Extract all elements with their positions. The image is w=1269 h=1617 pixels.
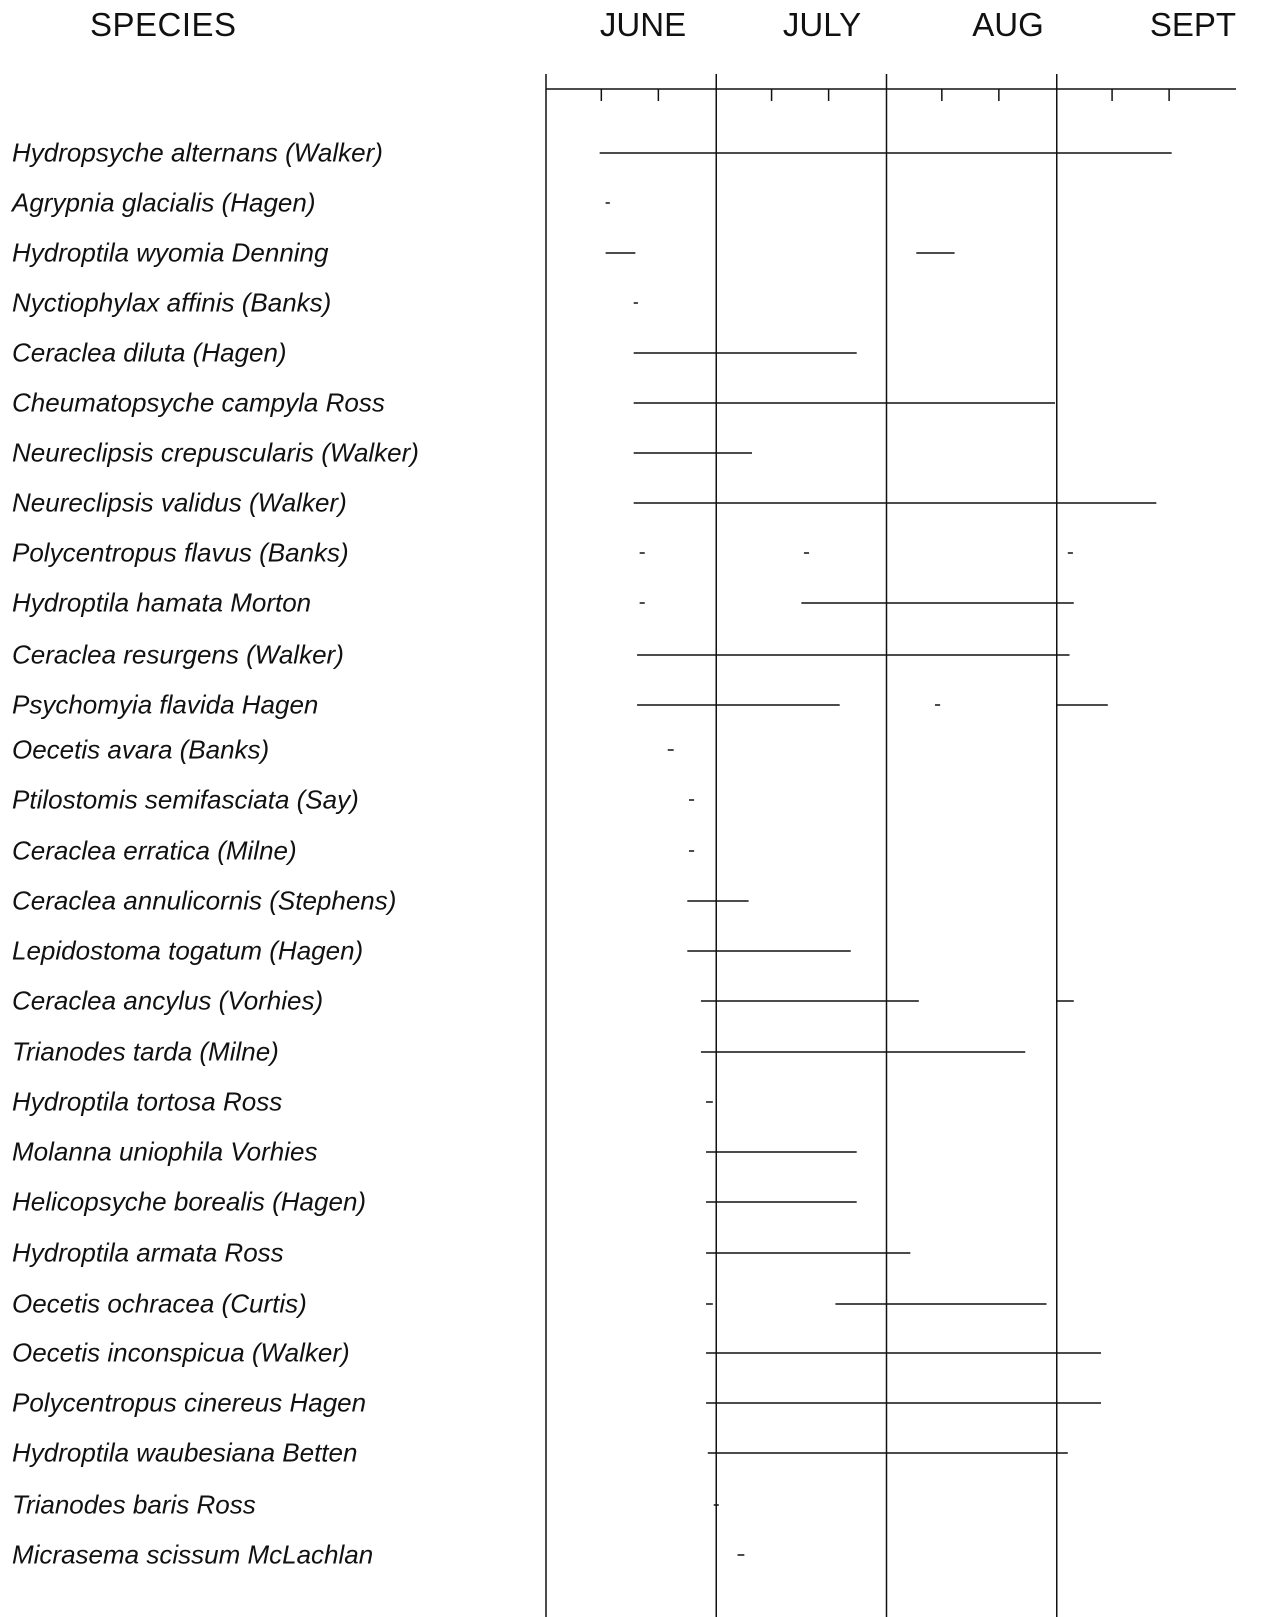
species-label: Ceraclea resurgens (Walker) <box>12 639 344 670</box>
species-column-header: SPECIES <box>90 6 237 43</box>
species-label: Micrasema scissum McLachlan <box>12 1539 374 1570</box>
species-label: Ptilostomis semifasciata (Say) <box>12 784 359 815</box>
species-label: Molanna uniophila Vorhies <box>12 1136 318 1167</box>
species-label: Ceraclea ancylus (Vorhies) <box>12 985 324 1016</box>
month-label-sept: SEPT <box>1149 6 1237 43</box>
species-label: Ceraclea annulicornis (Stephens) <box>12 885 397 916</box>
species-label: Oecetis inconspicua (Walker) <box>12 1337 350 1368</box>
species-label: Hydroptila armata Ross <box>12 1237 284 1268</box>
species-label: Hydropsyche alternans (Walker) <box>12 137 383 168</box>
species-label: Neureclipsis crepuscularis (Walker) <box>12 437 419 468</box>
species-label: Oecetis ochracea (Curtis) <box>12 1288 307 1319</box>
species-label: Hydroptila waubesiana Betten <box>12 1437 358 1468</box>
species-label: Oecetis avara (Banks) <box>12 734 270 765</box>
species-label: Hydroptila wyomia Denning <box>12 237 329 268</box>
species-label: Helicopsyche borealis (Hagen) <box>12 1186 367 1217</box>
species-label: Lepidostoma togatum (Hagen) <box>12 935 364 966</box>
species-label: Hydroptila tortosa Ross <box>12 1086 283 1117</box>
month-label-june: JUNE <box>599 6 687 43</box>
species-label: Cheumatopsyche campyla Ross <box>12 387 385 418</box>
species-label: Polycentropus cinereus Hagen <box>12 1387 367 1418</box>
species-label: Ceraclea diluta (Hagen) <box>12 337 287 368</box>
species-label: Trianodes tarda (Milne) <box>12 1036 279 1067</box>
species-label: Psychomyia flavida Hagen <box>12 689 319 720</box>
species-label: Nyctiophylax affinis (Banks) <box>12 287 332 318</box>
month-label-aug: AUG <box>972 6 1044 43</box>
species-label: Hydroptila hamata Morton <box>12 587 312 618</box>
species-label: Agrypnia glacialis (Hagen) <box>12 187 316 218</box>
species-label: Polycentropus flavus (Banks) <box>12 537 349 568</box>
month-label-july: JULY <box>782 6 862 43</box>
species-label: Neureclipsis validus (Walker) <box>12 487 347 518</box>
species-label: Trianodes baris Ross <box>12 1489 256 1520</box>
species-label: Ceraclea erratica (Milne) <box>12 835 297 866</box>
